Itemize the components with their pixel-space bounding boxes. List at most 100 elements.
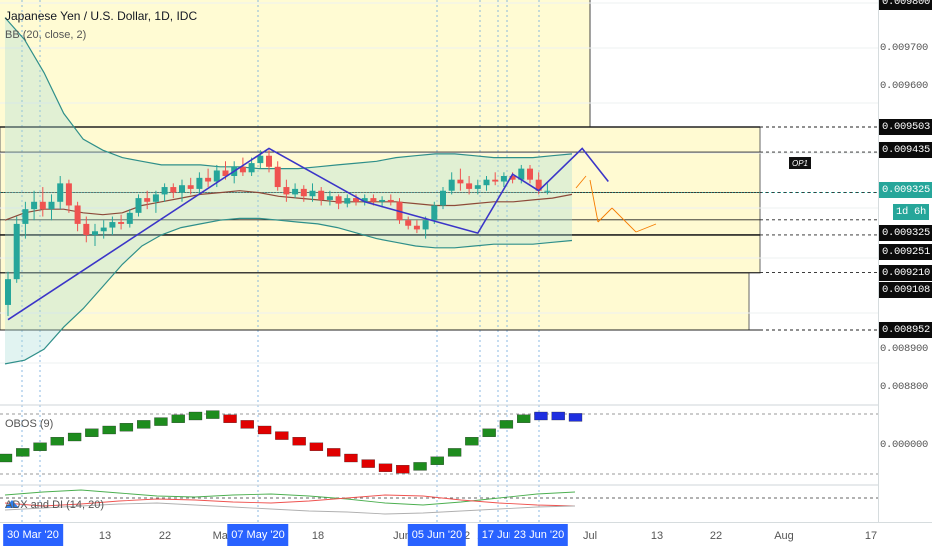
obos-bar-1: [16, 448, 30, 457]
obos-legend[interactable]: OBOS (9): [5, 418, 54, 430]
candle-13: [118, 222, 125, 224]
obos-bar-10: [171, 414, 185, 423]
op1-tag-box: [789, 157, 811, 169]
candle-62: [544, 190, 551, 192]
obos-bar-17: [292, 437, 306, 446]
candle-2: [22, 209, 29, 224]
candle-36: [318, 190, 325, 200]
bb-basis-line: [4, 190, 573, 221]
price-box-label: 0.009251: [879, 244, 932, 260]
projection-arrow-0: [575, 175, 587, 189]
candle-43: [379, 199, 386, 202]
obos-bar-15: [257, 425, 272, 435]
candle-1: [13, 223, 20, 280]
obos-bar-16: [275, 431, 289, 440]
obos-bar-33: [568, 413, 583, 422]
candle-28: [248, 163, 255, 173]
candle-25: [222, 170, 229, 176]
candle-30: [266, 155, 272, 167]
obos-bar-4: [67, 432, 82, 442]
obos-bar-24: [413, 462, 427, 471]
obos-bar-26: [447, 448, 462, 457]
obos-bar-29: [499, 420, 514, 429]
obos-bar-6: [102, 425, 116, 435]
candle-37: [326, 196, 333, 200]
candle-14: [126, 212, 133, 224]
candle-61: [535, 179, 542, 191]
price-tick-label: 0.009600: [880, 80, 929, 92]
candle-20: [179, 185, 185, 193]
candle-56: [492, 179, 499, 182]
candle-54: [474, 185, 481, 189]
candle-58: [509, 176, 516, 180]
bb-lower-line: [4, 217, 573, 365]
candle-11: [100, 227, 107, 232]
obos-bar-12: [206, 410, 220, 419]
bb-legend[interactable]: BB (20, close, 2): [5, 29, 87, 41]
price-box-label: 0.009503: [879, 119, 932, 135]
zigzag-line: [7, 147, 609, 321]
obos-bar-14: [240, 420, 254, 429]
candle-38: [335, 196, 342, 204]
price-axis[interactable]: [878, 0, 932, 522]
candle-17: [152, 194, 159, 202]
time-highlight-label: 07 May '20: [227, 524, 289, 546]
projection-arrow-1: [589, 179, 599, 223]
candle-57: [500, 176, 507, 182]
obos-bar-30: [517, 414, 531, 423]
candle-46: [405, 220, 412, 226]
price-tick-label: 0.008800: [880, 381, 929, 393]
obos-bar-0: [0, 453, 13, 463]
obos-bar-8: [137, 420, 151, 429]
candle-41: [361, 198, 368, 202]
price-box-label: 0.009108: [879, 282, 932, 298]
candle-53: [466, 183, 473, 189]
candle-3: [31, 201, 38, 210]
candle-35: [309, 190, 316, 197]
candle-23: [205, 177, 212, 182]
candle-55: [483, 179, 490, 186]
projection-arrow-4: [635, 223, 657, 233]
obos-bar-11: [188, 411, 203, 421]
obos-bar-25: [430, 456, 444, 465]
time-highlight-label: 30 Mar '20: [3, 524, 63, 546]
candle-27: [239, 166, 246, 173]
projection-arrow-2: [597, 207, 613, 223]
candle-52: [457, 179, 464, 184]
price-box-label: 0.009325: [879, 225, 932, 241]
obos-bar-32: [551, 411, 565, 421]
candle-34: [300, 188, 307, 197]
time-tick-label: Jun: [393, 530, 411, 542]
time-tick-label: 18: [311, 530, 325, 542]
candle-8: [74, 205, 81, 224]
op1-tag-label: OP1: [792, 159, 808, 168]
candle-48: [422, 220, 429, 230]
candle-12: [109, 222, 116, 228]
candle-60: [527, 168, 533, 180]
obos-bar-18: [309, 442, 324, 451]
price-tick-label: 0.009800: [879, 0, 932, 10]
tv-logo-icon: [5, 500, 19, 508]
adx-di-plus-line: [4, 489, 576, 506]
candle-21: [187, 185, 194, 189]
candle-15: [135, 198, 142, 213]
candle-7: [65, 183, 72, 206]
obos-bar-7: [119, 423, 134, 432]
obos-bar-31: [534, 411, 548, 421]
adx-legend[interactable]: ADX and DI (14, 20): [5, 499, 105, 511]
candle-16: [144, 198, 151, 202]
candle-4: [39, 201, 46, 210]
obos-bar-19: [327, 448, 341, 457]
obos-bar-23: [396, 465, 410, 474]
price-box-label: 0.009435: [879, 142, 932, 158]
obos-bar-21: [361, 459, 375, 468]
candle-42: [370, 198, 377, 202]
time-tick-label: 17: [864, 530, 878, 542]
candle-29: [257, 155, 264, 164]
zone-top: [0, 0, 590, 127]
candle-10: [92, 231, 98, 235]
candle-9: [83, 223, 90, 235]
obos-bar-28: [482, 428, 496, 437]
candle-24: [213, 170, 220, 182]
